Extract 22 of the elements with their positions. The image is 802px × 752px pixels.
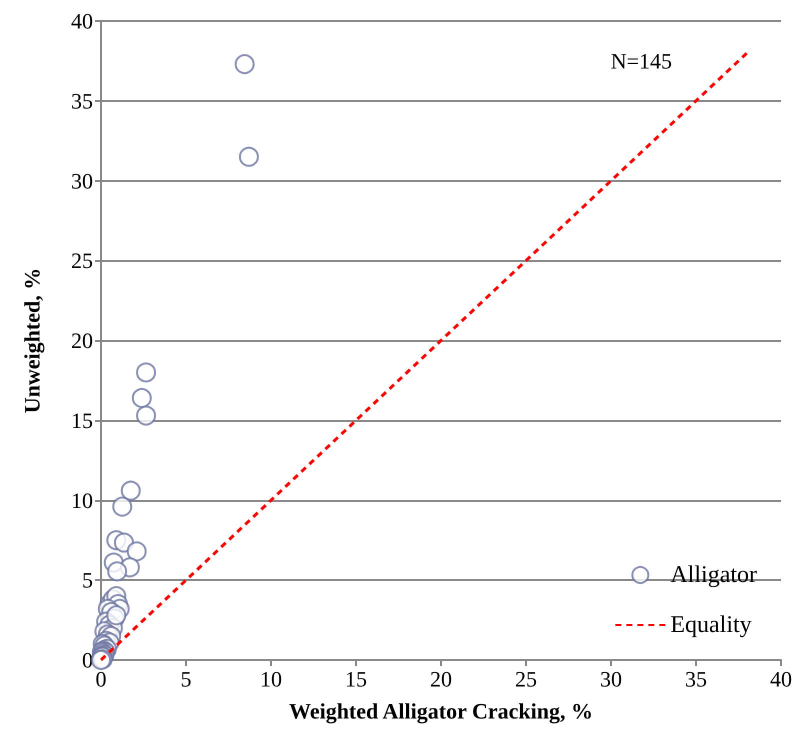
x-tick-label: 5: [180, 666, 192, 692]
y-tick-label: 0: [82, 648, 93, 672]
y-tick-label: 30: [71, 168, 93, 194]
y-tick-label: 5: [82, 568, 93, 593]
y-tick-label: 40: [71, 8, 93, 34]
y-axis-title: Unweighted, %: [20, 268, 44, 414]
y-tick-label: 25: [71, 248, 93, 274]
x-axis-title: Weighted Alligator Cracking, %: [289, 698, 593, 724]
y-tick-label: 20: [71, 328, 93, 353]
x-tick-label: 15: [345, 666, 367, 692]
y-tick-label: 10: [71, 488, 93, 513]
legend-label: Alligator: [670, 562, 758, 588]
y-tick-label: 15: [71, 408, 93, 433]
x-tick-label: 30: [600, 666, 622, 692]
y-tick-label: 35: [71, 88, 93, 114]
x-tick-label: 20: [430, 666, 452, 692]
x-tick-label: 35: [685, 666, 707, 692]
x-tick-label: 10: [260, 666, 282, 692]
legend-label: Equality: [670, 612, 752, 638]
x-tick-label: 25: [515, 666, 537, 692]
annotation: N=145: [610, 48, 672, 74]
x-tick-label: 40: [770, 666, 792, 692]
